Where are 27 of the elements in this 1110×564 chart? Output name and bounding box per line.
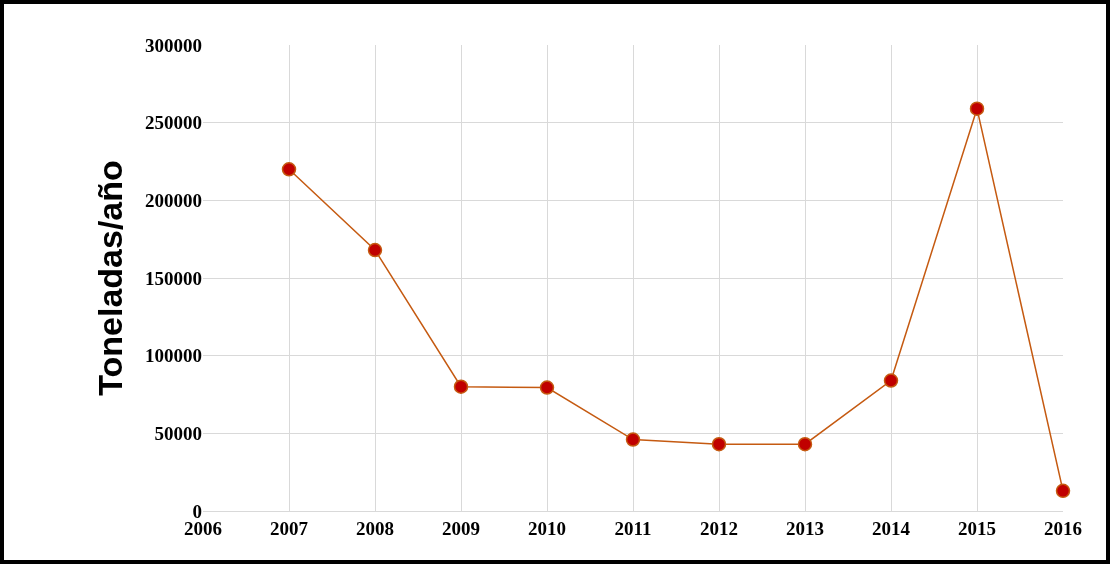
point [797,436,813,452]
x-tick-label: 2012 [700,517,738,539]
x-tick-label: 2008 [356,517,394,539]
y-tick-label: 200000 [145,189,202,211]
y-tick-label: 50000 [154,422,202,444]
x-tick-label: 2016 [1044,517,1082,539]
point [367,242,383,258]
y-axis-title: Toneladas/año [90,160,129,396]
point [1055,483,1071,499]
x-tick-label: 2009 [442,517,480,539]
x-tick-label: 2007 [270,517,309,539]
x-tick-label: 2013 [786,517,824,539]
point [711,436,727,452]
y-tick-label: 250000 [145,112,202,134]
y-tick-label: 150000 [145,267,202,289]
x-tick-label: 2010 [528,517,566,539]
point [453,379,469,394]
y-tick-label: 100000 [145,345,202,367]
point [969,101,985,116]
x-tick-label: 2014 [872,517,911,539]
point [883,373,899,388]
point [539,380,555,395]
y-tick-label: 300000 [145,34,202,56]
x-tick-label: 2015 [958,517,996,539]
point [281,162,297,177]
point [625,432,641,447]
x-tick-label: 2011 [614,517,652,539]
